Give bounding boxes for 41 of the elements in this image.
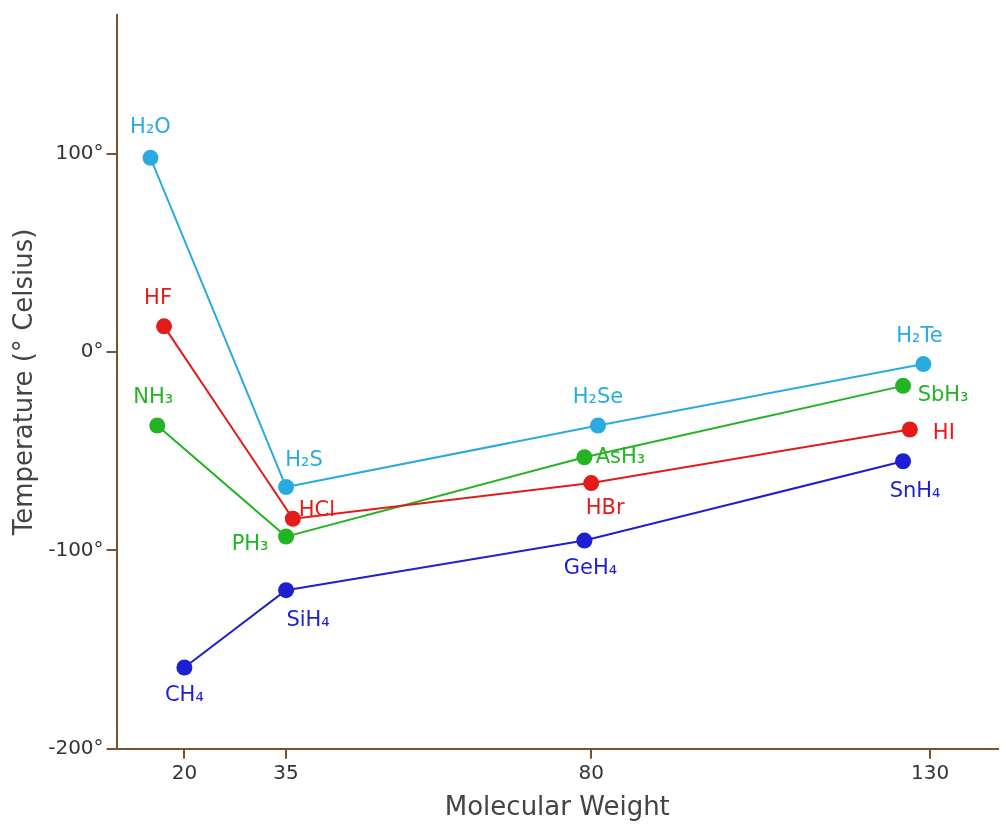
annotation: HF: [144, 284, 172, 309]
annotation: H₂O: [130, 114, 171, 139]
y-tick-label: -100°: [48, 536, 104, 561]
point: [149, 417, 166, 434]
annotation: AsH₃: [595, 443, 646, 468]
x-tick-label: 80: [578, 760, 604, 784]
annotation: HBr: [585, 495, 625, 520]
point: [278, 582, 295, 599]
point: [156, 318, 173, 335]
point: [176, 659, 193, 676]
point: [915, 356, 932, 373]
point: [278, 479, 295, 496]
y-tick-label: -200°: [48, 735, 104, 759]
point: [583, 475, 600, 492]
point: [901, 421, 918, 438]
point: [284, 510, 301, 527]
annotation: GeH₄: [563, 555, 618, 580]
x-tick-label: 20: [171, 760, 198, 784]
point: [576, 449, 593, 466]
annotation: H₂Te: [896, 322, 943, 347]
x-tick-label: 35: [273, 760, 299, 784]
point: [895, 453, 912, 470]
y-tick-label: 100°: [55, 140, 104, 165]
annotation: CH₄: [164, 681, 204, 706]
point: [895, 377, 912, 394]
annotation: PH₃: [231, 531, 269, 556]
x-axis-title: Molecular Weight: [444, 791, 670, 822]
annotation: SiH₄: [286, 606, 330, 631]
point: [278, 528, 295, 545]
y-tick-label: 0°: [80, 338, 104, 363]
annotation: H₂Se: [572, 383, 624, 408]
point: [576, 532, 593, 549]
annotation: SnH₄: [889, 477, 941, 502]
point: [142, 149, 159, 166]
annotation: H₂S: [285, 447, 323, 472]
x-tick-label: 130: [911, 760, 950, 784]
y-axis-title: Temperature (° Celsius): [8, 228, 39, 537]
annotation: NH₃: [133, 383, 174, 408]
point: [589, 417, 606, 434]
annotation: SbH₃: [917, 382, 969, 407]
annotation: HI: [932, 419, 955, 444]
